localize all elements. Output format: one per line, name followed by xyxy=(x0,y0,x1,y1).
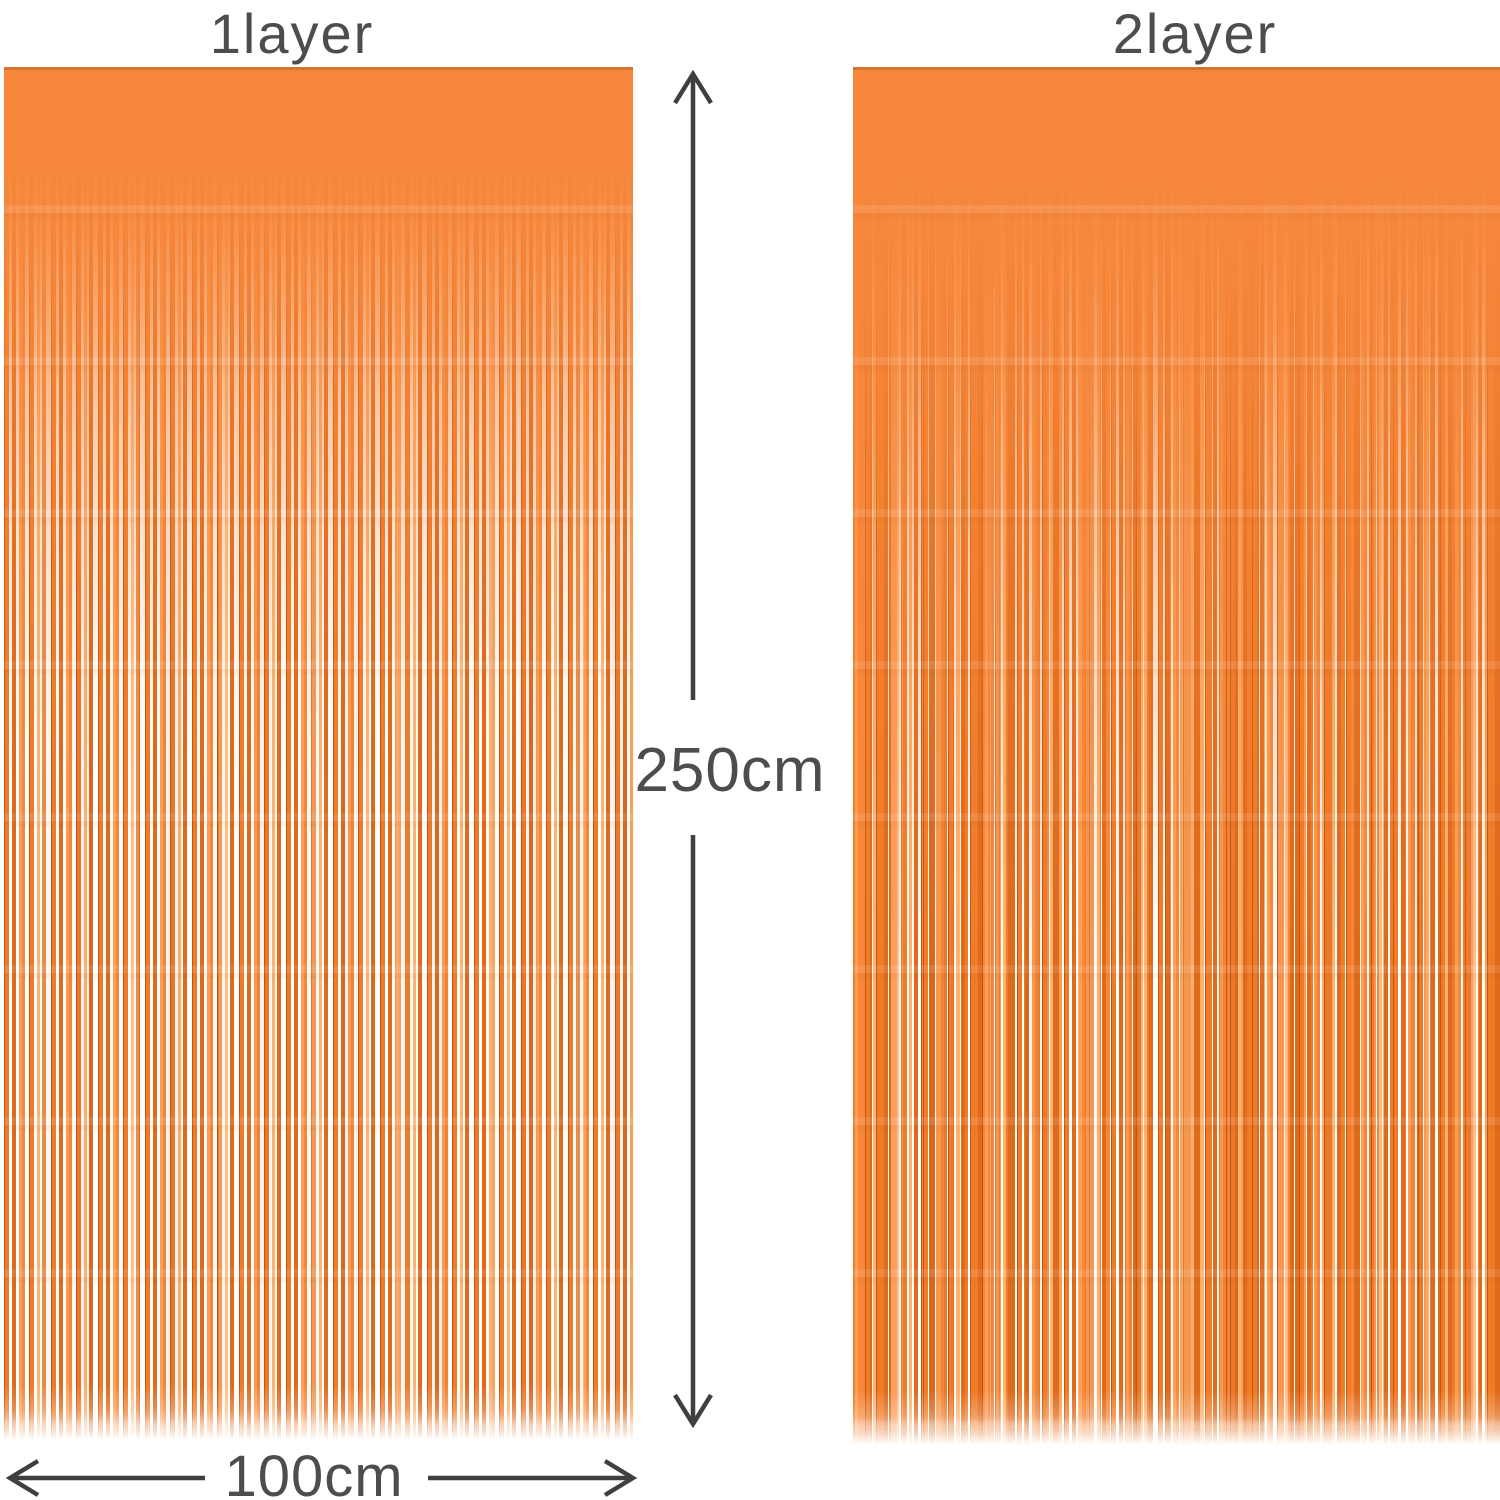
width-dimension-arrow xyxy=(5,1459,638,1497)
foil-fringe-curtain-2layer xyxy=(853,67,1500,1445)
arrow-down-icon xyxy=(673,1393,713,1429)
left-curtain-title: 1layer xyxy=(209,2,375,65)
arrow-up-icon xyxy=(673,69,713,105)
arrow-left-icon xyxy=(5,1459,40,1497)
width-dimension-label: 100cm xyxy=(224,1444,404,1500)
right-curtain-title: 2layer xyxy=(1112,2,1278,65)
foil-fringe-curtain-1layer xyxy=(4,67,633,1440)
arrow-right-icon xyxy=(603,1459,638,1497)
height-dimension-arrow xyxy=(673,69,713,1429)
height-dimension-label: 250cm xyxy=(634,736,826,805)
